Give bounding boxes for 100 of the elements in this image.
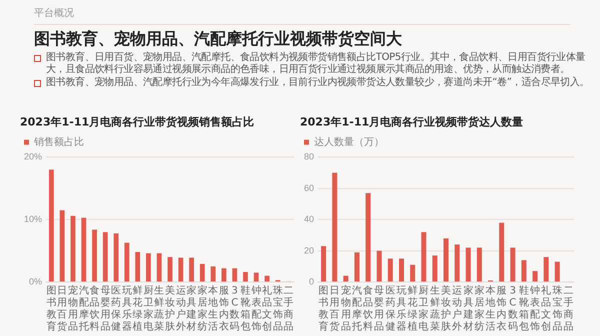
bar	[178, 258, 184, 282]
x-tick-label: 厨卫家电	[418, 286, 429, 333]
bar	[221, 268, 226, 282]
bar	[92, 230, 97, 282]
bar	[321, 246, 326, 282]
bar	[398, 258, 404, 282]
x-tick-label: 生鲜蔬菜	[154, 284, 164, 333]
bar	[544, 257, 549, 282]
y-tick-label: 0	[308, 276, 314, 286]
x-tick-label: 鲜花绿植	[408, 284, 418, 333]
text: 图书教育、日用百货、宠物用品、汽配摩托、食品饮料为视频带货销售额占比TOP5行业。其中，食品饮料、日用百货行业体量大，且食品饮料行业容易通过视频展示商品的色香味，日用百货行业通过视频展示其商品的用途、优势，从而触达消费者。	[46, 52, 586, 75]
bar	[135, 252, 140, 282]
bar	[510, 248, 516, 282]
x-tick-label: 母婴用品	[100, 286, 110, 333]
bar	[200, 264, 205, 282]
x-tick-label: 厨卫家电	[143, 286, 154, 333]
x-tick-label: 汽配摩托	[350, 284, 362, 333]
bar	[499, 222, 504, 282]
x-tick-label: 钟表配饰	[529, 284, 540, 333]
x-tick-label: 食品饮料	[362, 284, 374, 333]
text: 图书教育、宠物用品、汽配摩托行业视频带货空间大	[34, 29, 402, 50]
bar	[210, 266, 216, 282]
x-tick-label: 3C数码	[230, 286, 240, 333]
text: 图书教育、宠物用品、汽配摩托行业为今年高爆发行业，目前行业内视频带货达人数量较少，赛道尚未开“卷”，适合尽早切入。	[46, 77, 590, 88]
x-tick-label: 家具建材	[462, 284, 474, 333]
y-tick-label: 80	[304, 152, 314, 162]
x-tick-label: 二手商品	[284, 286, 294, 333]
x-tick-label: 本地生活	[207, 284, 218, 333]
bar	[254, 272, 259, 282]
x-tick-label: 珠宝饰品	[272, 284, 283, 333]
y-tick-label: 20	[304, 245, 314, 256]
x-tick-label: 家居家纺	[474, 284, 484, 333]
x-tick-label: 玩具乐器	[122, 286, 132, 333]
x-tick-label: 家居家纺	[197, 284, 208, 333]
bar	[343, 276, 348, 282]
bar	[521, 260, 526, 282]
x-tick-label: 礼品文创	[262, 284, 272, 333]
x-tick-label: 礼品文创	[541, 284, 552, 333]
bar	[48, 170, 54, 282]
bar	[70, 216, 76, 282]
bar	[376, 250, 382, 282]
x-tick-label: 生鲜蔬菜	[430, 284, 440, 333]
x-tick-label: 医药保健	[385, 286, 396, 333]
y-tick-label: 60	[304, 182, 314, 193]
bar	[444, 238, 449, 282]
bar	[466, 248, 471, 282]
bar	[332, 172, 338, 282]
x-tick-label: 鞋靴箱包	[518, 284, 529, 333]
x-tick-label: 日用百货	[330, 286, 340, 333]
y-tick-label: 10%	[24, 214, 42, 224]
legend-label: 销售额占比	[33, 136, 84, 148]
bar	[366, 193, 371, 282]
legend-label: 达人数量（万）	[314, 136, 384, 148]
bar	[410, 264, 416, 282]
bar	[532, 271, 538, 282]
text: 平台概况	[34, 6, 74, 20]
x-tick-label: 二手商品	[563, 286, 574, 333]
x-tick-label: 宠物用品	[68, 284, 78, 333]
y-tick-label: 20%	[24, 152, 42, 162]
bar	[114, 233, 119, 282]
bar	[156, 253, 162, 282]
bar	[388, 258, 393, 282]
x-tick-label: 服饰内衣	[496, 286, 507, 333]
x-tick-label: 日用百货	[57, 286, 68, 333]
x-tick-label: 鲜花绿植	[132, 284, 143, 333]
x-tick-label: 母婴用品	[374, 286, 384, 333]
bar	[243, 272, 248, 282]
x-tick-label: 医药保健	[111, 286, 122, 333]
x-tick-label: 家具建材	[186, 284, 197, 333]
chart-title: 2023年1-11月电商各行业视频带货达人数量	[300, 115, 524, 128]
bar	[60, 210, 65, 282]
bar	[189, 258, 194, 282]
x-tick-label: 运动户外	[176, 284, 186, 333]
x-tick-label: 图书教育	[318, 286, 329, 333]
x-tick-label: 本地生活	[484, 284, 496, 333]
x-tick-label: 汽配摩托	[78, 284, 89, 333]
x-tick-label: 宠物用品	[340, 284, 351, 333]
x-tick-label: 美妆护肤	[164, 284, 176, 333]
x-tick-label: 玩具乐器	[396, 286, 406, 333]
y-tick-label: 0%	[29, 276, 42, 286]
bar	[554, 262, 560, 282]
bar	[102, 232, 108, 282]
bar	[81, 218, 86, 282]
bar	[168, 257, 172, 282]
x-tick-label: 运动户外	[452, 284, 462, 333]
x-tick-label: 珠宝饰品	[551, 284, 562, 333]
bar	[476, 248, 482, 282]
x-tick-label: 3C数码	[508, 286, 518, 333]
x-tick-label: 食品饮料	[88, 284, 100, 333]
y-tick-label: 40	[304, 214, 314, 224]
bar	[232, 268, 238, 282]
x-tick-label: 钟表配饰	[250, 284, 262, 333]
bar	[354, 252, 360, 282]
x-tick-label: 鞋靴箱包	[240, 284, 250, 333]
x-tick-label: 美妆护肤	[440, 284, 452, 333]
bar	[421, 232, 426, 282]
bar	[432, 255, 438, 282]
bar	[454, 244, 460, 282]
bar	[146, 253, 151, 282]
x-tick-label: 图书教育	[46, 286, 56, 333]
